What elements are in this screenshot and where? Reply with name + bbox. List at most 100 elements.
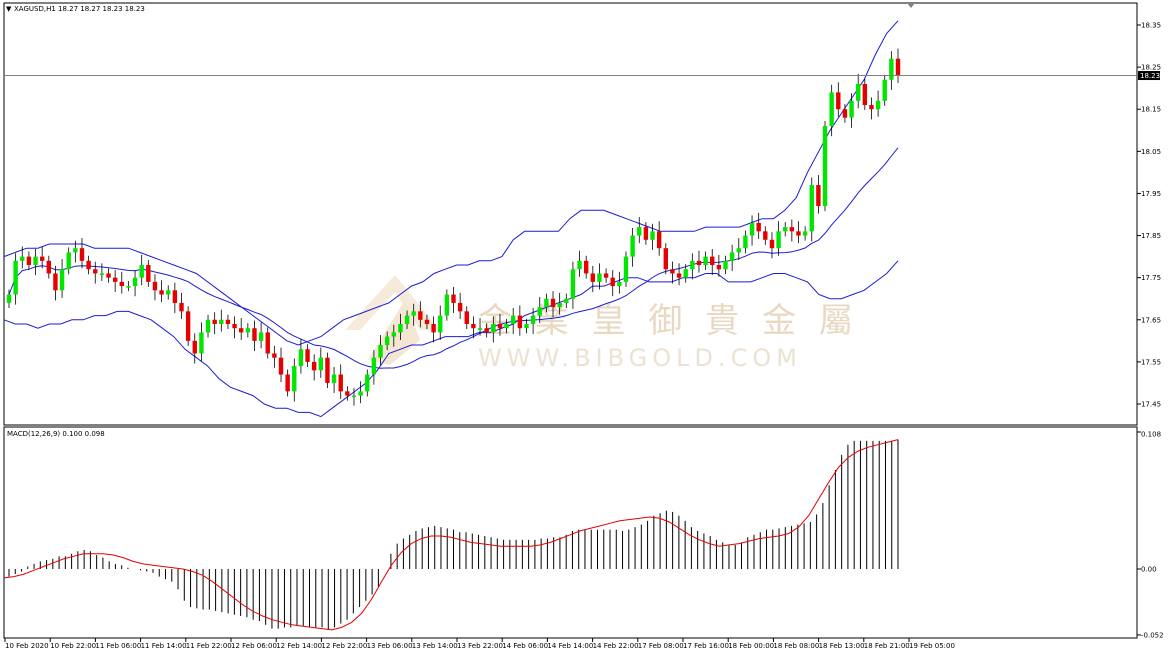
candle-body: [491, 323, 496, 333]
candle-body: [371, 357, 377, 375]
candle-body: [484, 328, 489, 333]
time-tick-label: 13 Feb 22:00: [457, 642, 503, 650]
candle-body: [132, 277, 138, 287]
macd-panel-frame[interactable]: [3, 426, 1138, 639]
candle-body: [656, 231, 662, 249]
candle-body: [822, 126, 828, 207]
candle-body: [119, 281, 124, 287]
candle-body: [451, 294, 456, 303]
price-chart-title: XAGUSD,H1 18.27 18.27 18.23 18.23: [14, 5, 145, 13]
candle-body: [26, 256, 32, 266]
macd-signal-line: [3, 439, 899, 631]
candle-body: [86, 260, 91, 270]
candle-body: [298, 349, 304, 367]
time-tick-label: 18 Feb 08:00: [773, 642, 819, 650]
candle-body: [311, 361, 317, 371]
time-tick-label: 18 Feb 21:00: [864, 642, 910, 650]
candle-body: [756, 222, 761, 232]
candle-body: [338, 374, 343, 392]
candle-body: [882, 79, 887, 101]
time-tick-label: 13 Feb 06:00: [367, 642, 413, 650]
candle-body: [66, 252, 71, 270]
candle-body: [365, 374, 370, 392]
time-tick-label: 18 Feb 13:00: [819, 642, 865, 650]
candle-body: [749, 222, 755, 236]
candle-body: [710, 256, 715, 266]
candle-body: [723, 260, 728, 270]
candle-body: [398, 323, 403, 333]
time-tick-label: 17 Feb 16:00: [683, 642, 729, 650]
candle-body: [444, 294, 450, 316]
candle-body: [497, 323, 503, 329]
candle-body: [610, 277, 615, 287]
candle-body: [331, 374, 337, 383]
candle-body: [477, 328, 483, 330]
price-tick-label: 17.85: [1141, 232, 1161, 240]
candle-body: [603, 273, 609, 278]
candle-body: [285, 374, 290, 392]
candle-body: [464, 311, 469, 324]
candle-body: [643, 227, 649, 240]
candle-body: [783, 227, 788, 232]
candle-body: [849, 100, 854, 118]
candle-body: [378, 345, 383, 358]
candle-body: [126, 286, 131, 288]
price-tick-label: 17.55: [1141, 358, 1161, 366]
candle-body: [544, 298, 549, 308]
candle-body: [73, 248, 78, 253]
price-tick-label: 18.25: [1141, 64, 1161, 72]
time-tick-label: 11 Feb 14:00: [141, 642, 187, 650]
candle-body: [159, 290, 164, 295]
chart-shift-icon[interactable]: [907, 3, 915, 8]
candle-body: [245, 328, 251, 333]
bollinger-lower: [3, 260, 899, 418]
candle-body: [106, 273, 111, 278]
candle-body: [258, 332, 264, 341]
candle-body: [769, 239, 775, 249]
candle-body: [152, 281, 158, 291]
current-price-label: 18.23: [1140, 72, 1160, 80]
candle-body: [384, 336, 390, 346]
candle-body: [690, 260, 695, 270]
candle-body: [763, 231, 768, 240]
candle-body: [650, 231, 655, 240]
time-tick-label: 14 Feb 22:00: [593, 642, 639, 650]
candle-body: [836, 92, 841, 110]
candle-body: [325, 357, 330, 383]
candle-body: [53, 273, 58, 291]
candle-body: [869, 105, 874, 110]
candle-body: [676, 273, 682, 278]
candle-body: [517, 315, 523, 329]
candle-body: [185, 311, 191, 341]
time-tick-label: 14 Feb 06:00: [502, 642, 548, 650]
candle-body: [292, 366, 297, 392]
bollinger-middle: [8, 147, 899, 369]
candle-body: [278, 357, 284, 375]
candle-body: [252, 328, 257, 341]
candle-body: [855, 83, 861, 101]
price-tick-label: 17.95: [1141, 190, 1161, 198]
candle-body: [79, 248, 85, 261]
candle-body: [139, 265, 144, 278]
candle-body: [225, 319, 231, 324]
candle-body: [424, 319, 430, 324]
candle-body: [796, 231, 801, 236]
candle-body: [889, 58, 894, 80]
candle-body: [683, 269, 688, 278]
candle-body: [550, 298, 556, 308]
candle-body: [471, 323, 476, 329]
candle-body: [305, 349, 310, 362]
candle-body: [46, 260, 52, 274]
macd-tick-label: -0.052: [1141, 631, 1164, 639]
candle-body: [199, 332, 204, 354]
price-panel-frame[interactable]: [3, 2, 1138, 426]
current-price-box: [1138, 71, 1160, 81]
candle-body: [205, 319, 211, 333]
time-tick-label: 11 Feb 22:00: [186, 642, 232, 650]
candle-body: [670, 269, 675, 274]
candle-body: [789, 227, 795, 232]
bollinger-upper: [3, 20, 899, 346]
candle-body: [829, 92, 834, 127]
time-tick-label: 10 Feb 2020: [5, 642, 49, 650]
